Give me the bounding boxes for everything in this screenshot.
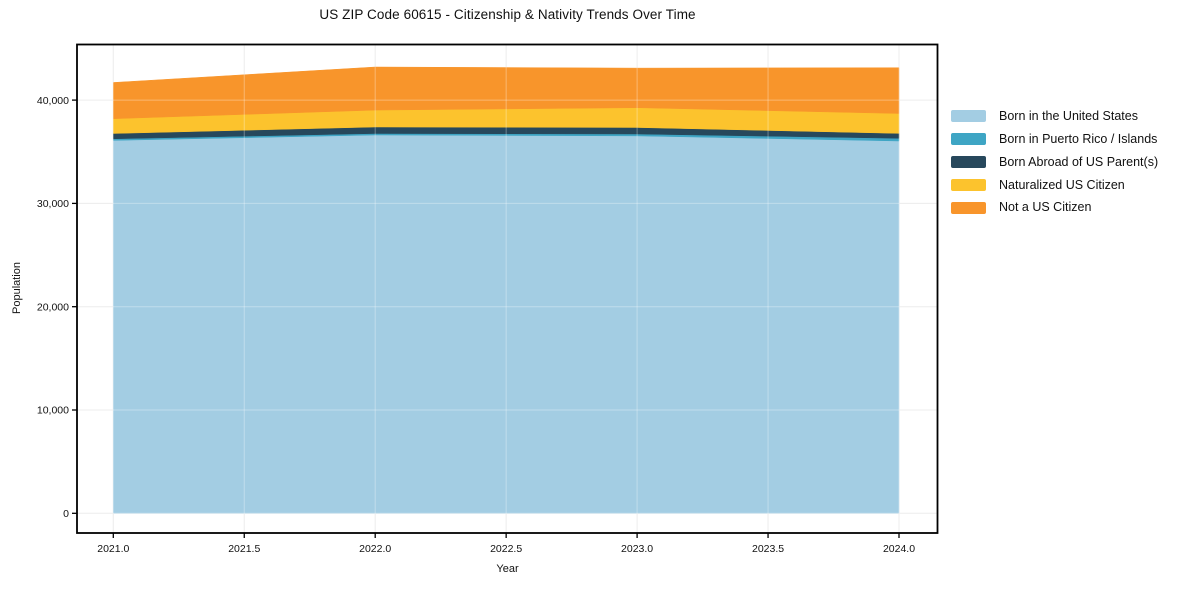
legend-label: Born Abroad of US Parent(s) — [999, 154, 1159, 169]
legend-label: Naturalized US Citizen — [999, 177, 1125, 192]
legend-item: Not a US Citizen — [951, 196, 1158, 219]
legend-item: Born in the United States — [951, 105, 1158, 128]
y-tick-label: 30,000 — [37, 198, 69, 210]
legend-swatch — [951, 201, 986, 214]
chart-title: US ZIP Code 60615 - Citizenship & Nativi… — [319, 7, 696, 22]
legend-label: Born in the United States — [999, 109, 1138, 124]
y-tick-label: 0 — [63, 508, 69, 520]
stacked-area-series — [113, 66, 900, 514]
y-axis-label: Population — [11, 262, 23, 314]
x-tick-label: 2022.5 — [490, 543, 522, 555]
plot-frame — [76, 43, 939, 534]
legend-swatch — [951, 133, 986, 146]
legend-label: Born in Puerto Rico / Islands — [999, 131, 1158, 146]
x-tick-label: 2021.0 — [97, 543, 129, 555]
x-tick-label: 2021.5 — [228, 543, 260, 555]
axes-spines — [76, 43, 939, 534]
x-tick-label: 2023.0 — [621, 543, 653, 555]
x-tick-label: 2022.0 — [359, 543, 391, 555]
legend-item: Naturalized US Citizen — [951, 173, 1158, 196]
tick-labels: 2021.0 2021.5 2022.0 2022.5 2023.0 2023.5 2024… — [37, 95, 915, 555]
legend-swatch — [951, 178, 986, 191]
x-axis-label: Year — [496, 563, 519, 575]
tick-marks — [72, 99, 900, 538]
y-tick-label: 40,000 — [37, 95, 69, 107]
x-tick-label: 2024.0 — [883, 543, 915, 555]
y-tick-label: 20,000 — [37, 301, 69, 313]
legend-swatch — [951, 110, 986, 123]
x-tick-label: 2023.5 — [752, 543, 784, 555]
legend-item: Born Abroad of US Parent(s) — [951, 151, 1158, 174]
area-series — [113, 66, 900, 119]
gridlines-overlay — [77, 44, 938, 533]
legend-item: Born in Puerto Rico / Islands — [951, 128, 1158, 151]
legend: Born in the United States Born in Puerto … — [951, 105, 1158, 219]
legend-swatch — [951, 155, 986, 168]
y-tick-label: 10,000 — [37, 405, 69, 417]
legend-label: Not a US Citizen — [999, 200, 1092, 215]
